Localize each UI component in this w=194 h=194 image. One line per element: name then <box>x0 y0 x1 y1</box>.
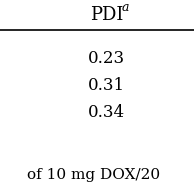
Text: of 10 mg DOX/20: of 10 mg DOX/20 <box>27 168 160 182</box>
Text: 0.34: 0.34 <box>88 104 125 121</box>
Text: 0.23: 0.23 <box>88 50 125 67</box>
Text: a: a <box>121 1 129 14</box>
Text: 0.31: 0.31 <box>88 77 125 94</box>
Text: PDI: PDI <box>90 6 123 23</box>
